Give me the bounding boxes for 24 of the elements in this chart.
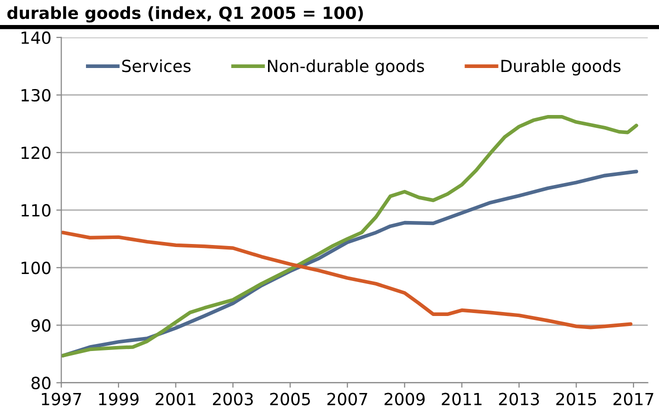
y-tick-label: 140 [22,31,50,44]
legend-label: Non-durable goods [268,59,424,76]
x-tick-label: 1997 [42,392,82,406]
chart-title: durable goods (index, Q1 2005 = 100) [7,6,363,22]
legend-label: Services [122,59,191,72]
x-tick-label: 2013 [499,392,539,406]
line-series [61,230,632,330]
x-tick-label: 1999 [99,392,139,406]
x-tick-label: 2005 [270,392,310,406]
y-tick-label: 80 [31,376,50,390]
y-tick-label: 130 [22,88,50,102]
x-tick-label: 2017 [614,392,654,406]
y-tick-label: 120 [22,146,50,160]
legend-label: Durable goods [501,59,620,76]
x-tick-label: 2003 [212,392,253,406]
y-tick-label: 90 [31,319,50,332]
x-tick-label: 2007 [327,392,368,406]
y-tick-label: 110 [22,204,50,217]
x-tick-label: 2011 [442,392,482,406]
x-tick-label: 2001 [156,392,196,406]
x-tick-label: 2015 [556,392,596,406]
y-tick-label: 100 [22,262,50,274]
x-tick-label: 2009 [384,392,425,406]
line-series [61,115,638,358]
